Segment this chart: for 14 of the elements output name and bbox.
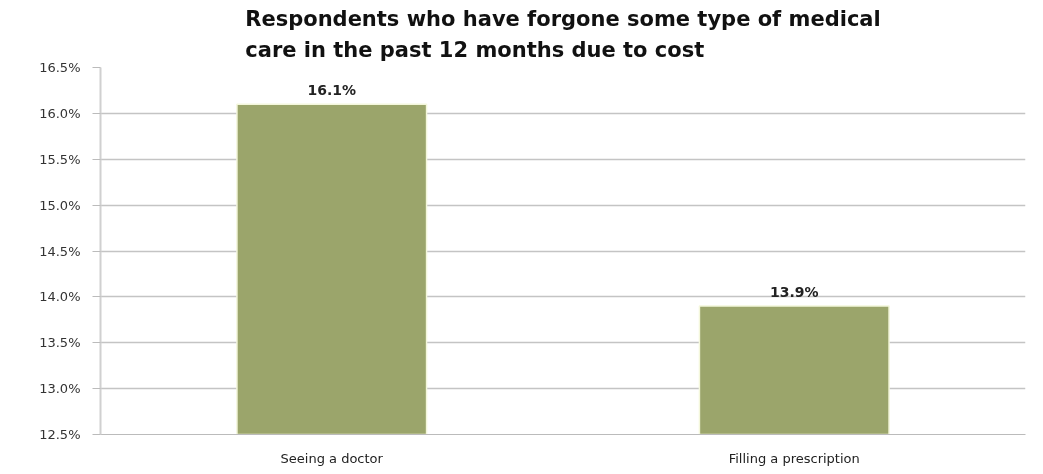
y-tick-label: 16.5% — [39, 60, 81, 75]
y-tick-label: 16.0% — [39, 105, 81, 121]
data-label: 13.9% — [769, 284, 819, 301]
y-tick-label: 15.0% — [39, 197, 81, 213]
y-tick-label: 15.5% — [39, 151, 81, 167]
y-tick-label: 12.5% — [39, 427, 81, 442]
chart-title: Respondents who have forgone some type of medical care in the past 12 months due to cost — [245, 7, 881, 63]
x-tick-label: Filling a prescription — [728, 450, 860, 466]
y-tick-label: 14.5% — [39, 243, 81, 259]
data-label: 16.1% — [307, 82, 357, 99]
x-tick-label: Seeing a doctor — [280, 450, 384, 466]
y-tick-label: 13.0% — [39, 381, 81, 397]
y-tick-label: 14.0% — [39, 289, 81, 305]
y-tick-label: 13.5% — [39, 335, 81, 351]
